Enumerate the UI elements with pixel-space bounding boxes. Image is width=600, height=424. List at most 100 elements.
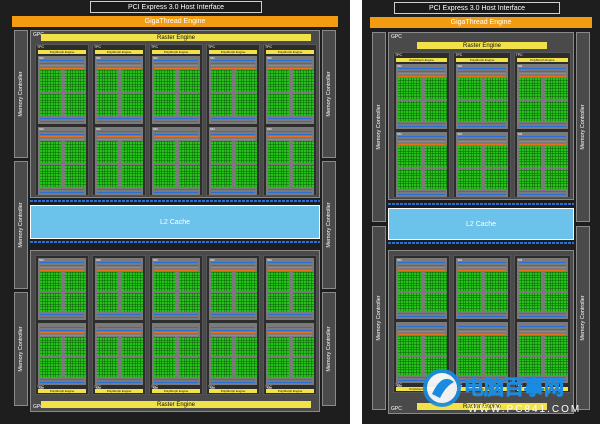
tpc-label: TPC [208,45,215,49]
polymorph-engine: PolyMorph Engine [95,389,143,393]
sm-label: SM [457,64,462,68]
dispatch-unit [211,267,255,269]
cuda-core-block [545,336,568,355]
cuda-core-block [424,272,448,291]
texture-unit [40,118,84,120]
warp-scheduler [268,329,312,331]
raster-engine: Raster Engine [41,401,311,408]
sm-unit: SM [516,132,568,197]
warp-scheduler [398,328,446,330]
dispatch-unit [211,67,255,69]
cuda-core-block [154,272,175,291]
cuda-core-block [545,356,568,375]
instruction-cache [97,262,141,264]
warp-scheduler [518,70,566,72]
cuda-core-block [211,358,232,377]
polymorph-engine: PolyMorph Engine [516,58,568,62]
cuda-core-block [268,70,289,92]
cuda-core-block [398,100,421,121]
dispatch-unit [458,331,506,333]
cuda-core-block [484,356,508,375]
l1-cache [268,381,312,383]
dispatch-unit [398,333,446,335]
cuda-core-block [518,356,542,375]
memory-controller-left-mid: Memory Controller [14,161,28,289]
instruction-cache [97,327,141,329]
cuda-core-block [122,165,143,187]
warp-scheduler [458,138,506,140]
sm-unit: SM [152,258,200,320]
sm-unit: SM [95,258,143,320]
dispatch-unit [40,334,84,336]
cuda-core-block [424,100,448,121]
cuda-core-block [458,272,481,291]
instruction-cache [398,262,446,264]
dispatch-unit [154,267,198,269]
warp-scheduler [398,70,446,72]
l1-cache [154,316,198,318]
cuda-core-block [518,100,542,121]
pcie-host-interface: PCI Express 3.0 Host Interface [90,1,262,13]
gpc-label: GPC [391,34,402,40]
cuda-core-block [122,293,143,312]
sm-label: SM [397,258,402,262]
dispatch-unit [398,331,446,333]
cuda-core-block [545,146,568,167]
tpc-label: TPC [151,45,158,49]
l2-cache: L2 Cache [30,205,320,239]
warp-scheduler [458,70,506,72]
cuda-core-block [40,165,61,187]
tpc-label: TPC [94,385,101,389]
dispatch-unit [40,67,84,69]
sm-label: SM [397,64,402,68]
warp-scheduler [154,62,198,64]
warp-scheduler [154,329,198,331]
memory-controller-left-top: Memory Controller [372,32,386,222]
cuda-core-block [179,94,200,116]
l1-cache [97,191,141,193]
texture-unit [398,377,446,379]
sm-label: SM [210,386,215,390]
dispatch-unit [211,65,255,67]
instruction-cache [211,60,255,62]
warp-scheduler [97,62,141,64]
cuda-core-block [545,168,568,189]
cuda-core-block [122,94,143,116]
l1-cache [458,125,506,127]
raster-engine: Raster Engine [417,403,547,410]
cuda-core-block [545,292,568,311]
texture-unit [268,189,312,191]
sm-label: SM [39,127,44,131]
instruction-cache [268,60,312,62]
cuda-core-block [458,168,481,189]
sm-label: SM [39,56,44,60]
texture-unit [211,118,255,120]
warp-scheduler [40,264,84,266]
cuda-core-block [97,141,118,163]
cuda-core-block [458,100,481,121]
dispatch-unit [458,143,506,145]
tpc-label: TPC [208,385,215,389]
polymorph-engine: PolyMorph Engine [266,50,314,54]
polymorph-engine: PolyMorph Engine [152,389,200,393]
sm-unit: SM [38,127,86,195]
cuda-core-block [97,337,118,356]
cuda-core-block [398,78,421,99]
cuda-core-block [484,100,508,121]
sm-unit: SM [38,258,86,320]
cuda-core-block [293,94,314,116]
polymorph-engine: PolyMorph Engine [209,50,257,54]
instruction-cache [40,327,84,329]
cuda-core-block [154,141,175,163]
dispatch-unit [458,141,506,143]
sm-label: SM [39,386,44,390]
polymorph-engine: PolyMorph Engine [396,58,448,62]
cuda-core-block [424,78,448,99]
texture-unit [268,118,312,120]
l1-cache [97,316,141,318]
